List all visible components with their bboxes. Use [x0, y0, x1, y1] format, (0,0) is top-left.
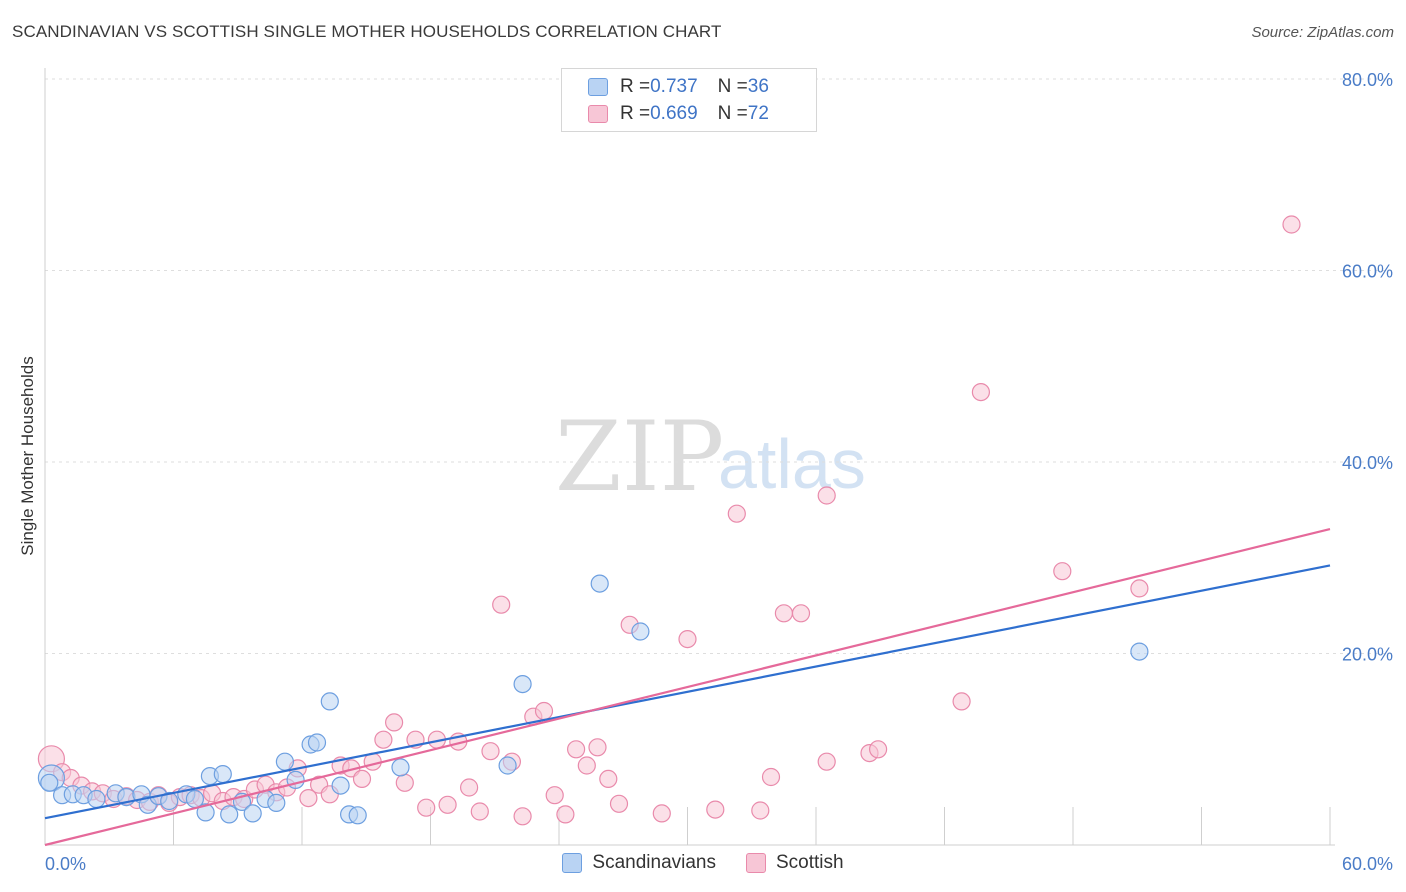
data-point	[331, 776, 350, 795]
x-tick-label: 0.0%	[45, 854, 86, 874]
data-point	[1282, 215, 1301, 234]
legend-label-scottish: Scottish	[776, 852, 844, 873]
data-point	[492, 595, 511, 614]
data-point	[87, 789, 106, 809]
x-tick-label: 60.0%	[1342, 854, 1393, 874]
chart-title: SCANDINAVIAN VS SCOTTISH SINGLE MOTHER H…	[12, 22, 722, 41]
data-point	[243, 804, 262, 823]
legend-n-value: 72	[747, 103, 769, 124]
data-point	[385, 713, 404, 732]
legend-row-scandinavians: R = 0.737 N = 36	[588, 75, 769, 99]
y-tick-label: 60.0%	[1342, 262, 1393, 282]
data-point	[395, 773, 414, 792]
data-point	[460, 778, 479, 797]
data-point	[609, 794, 629, 813]
data-point	[1130, 579, 1149, 598]
data-point	[196, 803, 215, 822]
legend-item-scandinavians[interactable]: Scandinavians	[562, 852, 716, 874]
legend-r-label: R =	[620, 103, 651, 124]
y-tick-label: 40.0%	[1342, 453, 1393, 473]
data-point	[706, 800, 725, 819]
data-point	[817, 486, 836, 505]
data-point	[40, 773, 59, 792]
data-point	[220, 805, 239, 824]
swatch-scandinavians	[562, 853, 583, 873]
data-point	[761, 767, 781, 787]
data-point	[1053, 562, 1072, 581]
series-legend: Scandinavians Scottish	[0, 852, 1406, 874]
data-point	[513, 674, 532, 694]
data-point	[417, 798, 436, 817]
data-point	[481, 742, 500, 761]
scandinavian-points	[37, 574, 1149, 825]
data-point	[727, 504, 746, 523]
data-point	[470, 802, 489, 821]
swatch-scottish	[746, 853, 766, 873]
data-point	[599, 769, 618, 789]
tick-labels: 20.0% 40.0% 60.0% 80.0% 0.0% 60.0%	[45, 70, 1393, 874]
legend-swatch-blue	[588, 78, 608, 96]
data-point	[678, 629, 697, 649]
data-point	[352, 769, 372, 789]
watermark-atlas: atlas	[718, 425, 866, 503]
correlation-legend: R = 0.737 N = 36 R = 0.669 N = 72	[561, 68, 817, 132]
data-point	[299, 788, 318, 808]
data-point	[438, 795, 457, 814]
data-point	[577, 756, 596, 775]
legend-r-label: R =	[620, 76, 651, 97]
scottish-points	[37, 215, 1301, 826]
data-point	[952, 692, 971, 711]
data-point	[868, 740, 888, 759]
data-point	[498, 756, 517, 775]
data-point	[160, 791, 179, 811]
watermark: ZIP atlas	[555, 401, 866, 513]
data-point	[631, 622, 650, 641]
legend-n-label: N =	[717, 103, 748, 124]
data-point	[374, 730, 393, 749]
trend-line-scandinavians	[44, 564, 1331, 820]
data-point	[590, 574, 609, 593]
data-point	[320, 692, 339, 711]
data-point	[391, 758, 410, 777]
data-point	[307, 733, 327, 752]
data-point	[652, 804, 671, 823]
data-point	[513, 807, 532, 826]
data-point	[348, 806, 367, 825]
legend-label-scandinavians: Scandinavians	[592, 852, 716, 873]
data-point	[267, 793, 286, 813]
data-point	[275, 752, 294, 771]
legend-row-scottish: R = 0.669 N = 72	[588, 102, 769, 126]
gridlines	[45, 78, 1392, 654]
legend-swatch-pink	[588, 105, 608, 123]
data-point	[817, 752, 836, 771]
data-point	[588, 738, 607, 757]
data-point	[556, 805, 575, 824]
data-point	[971, 383, 991, 402]
data-point	[774, 604, 794, 623]
data-point	[751, 801, 770, 820]
watermark-zip: ZIP	[555, 401, 724, 513]
data-point	[1130, 642, 1149, 661]
y-tick-label: 20.0%	[1342, 645, 1393, 665]
legend-r-value: 0.669	[650, 103, 698, 124]
trend-lines	[44, 527, 1331, 847]
data-point	[534, 701, 554, 721]
data-point	[566, 740, 586, 759]
data-point	[213, 764, 232, 784]
trend-line-scottish	[44, 527, 1331, 847]
data-point	[545, 786, 564, 805]
legend-n-label: N =	[717, 76, 748, 97]
source-label: Source: ZipAtlas.com	[1251, 24, 1394, 41]
y-tick-label: 80.0%	[1342, 70, 1393, 90]
axes	[44, 68, 1335, 846]
legend-item-scottish[interactable]: Scottish	[746, 852, 844, 874]
legend-n-value: 36	[747, 76, 769, 97]
data-point	[791, 604, 811, 623]
legend-r-value: 0.737	[650, 76, 698, 97]
